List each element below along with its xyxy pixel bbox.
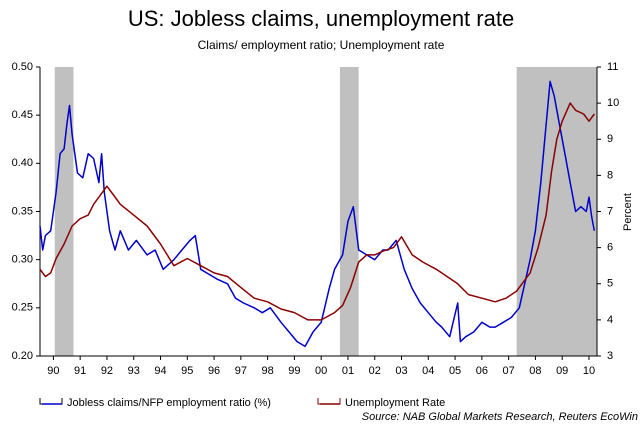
x-tick-label: 00 — [315, 365, 327, 377]
series-line — [39, 102, 595, 321]
x-tick-label: 04 — [422, 365, 434, 377]
x-tick-label: 01 — [342, 365, 354, 377]
x-tick-label: 95 — [181, 365, 193, 377]
y2-tick-label: 10 — [607, 97, 619, 109]
x-tick-label: 98 — [261, 365, 273, 377]
legend-label: Unemployment Rate — [345, 397, 445, 409]
y2-tick-label: 4 — [607, 314, 613, 326]
x-tick-label: 06 — [476, 365, 488, 377]
x-tick-label: 96 — [208, 365, 220, 377]
y2-tick-label: 3 — [607, 350, 613, 362]
y2-tick-label: 11 — [607, 61, 618, 73]
y-tick-label: 0.20 — [12, 350, 33, 362]
x-tick-label: 07 — [503, 365, 515, 377]
y2-tick-label: 8 — [607, 169, 613, 181]
x-tick-label: 03 — [395, 365, 407, 377]
x-tick-label: 09 — [556, 365, 568, 377]
y-tick-label: 0.40 — [12, 157, 33, 169]
recession-band — [339, 67, 359, 356]
x-tick-label: 92 — [101, 365, 113, 377]
x-tick-label: 93 — [128, 365, 140, 377]
y-tick-label: 0.50 — [12, 61, 33, 73]
x-tick-label: 99 — [288, 365, 300, 377]
y-tick-label: 0.35 — [12, 205, 33, 217]
y-tick-label: 0.45 — [12, 109, 33, 121]
source-note: Source: NAB Global Markets Research, Reu… — [362, 411, 638, 423]
x-tick-label: 94 — [154, 365, 166, 377]
recession-band — [54, 67, 74, 356]
x-tick-label: 08 — [529, 365, 541, 377]
x-tick-label: 90 — [47, 365, 59, 377]
series-line — [39, 80, 596, 348]
legend-label: Jobless claims/NFP employment ratio (%) — [67, 397, 271, 409]
y2-tick-label: 7 — [607, 205, 613, 217]
y2-tick-label: 9 — [607, 133, 613, 145]
x-tick-label: 10 — [583, 365, 595, 377]
y-tick-label: 0.30 — [12, 254, 33, 266]
chart-title: US: Jobless claims, unemployment rate — [128, 6, 514, 31]
chart-subtitle: Claims/ employment ratio; Unemployment r… — [198, 38, 445, 52]
x-tick-label: 02 — [369, 365, 381, 377]
y2-tick-label: 6 — [607, 242, 613, 254]
y2-tick-label: 5 — [607, 278, 613, 290]
x-tick-label: 05 — [449, 365, 461, 377]
y2-axis-label: Percent — [622, 193, 634, 231]
x-tick-label: 91 — [74, 365, 86, 377]
y-tick-label: 0.25 — [12, 302, 33, 314]
x-tick-label: 97 — [235, 365, 247, 377]
